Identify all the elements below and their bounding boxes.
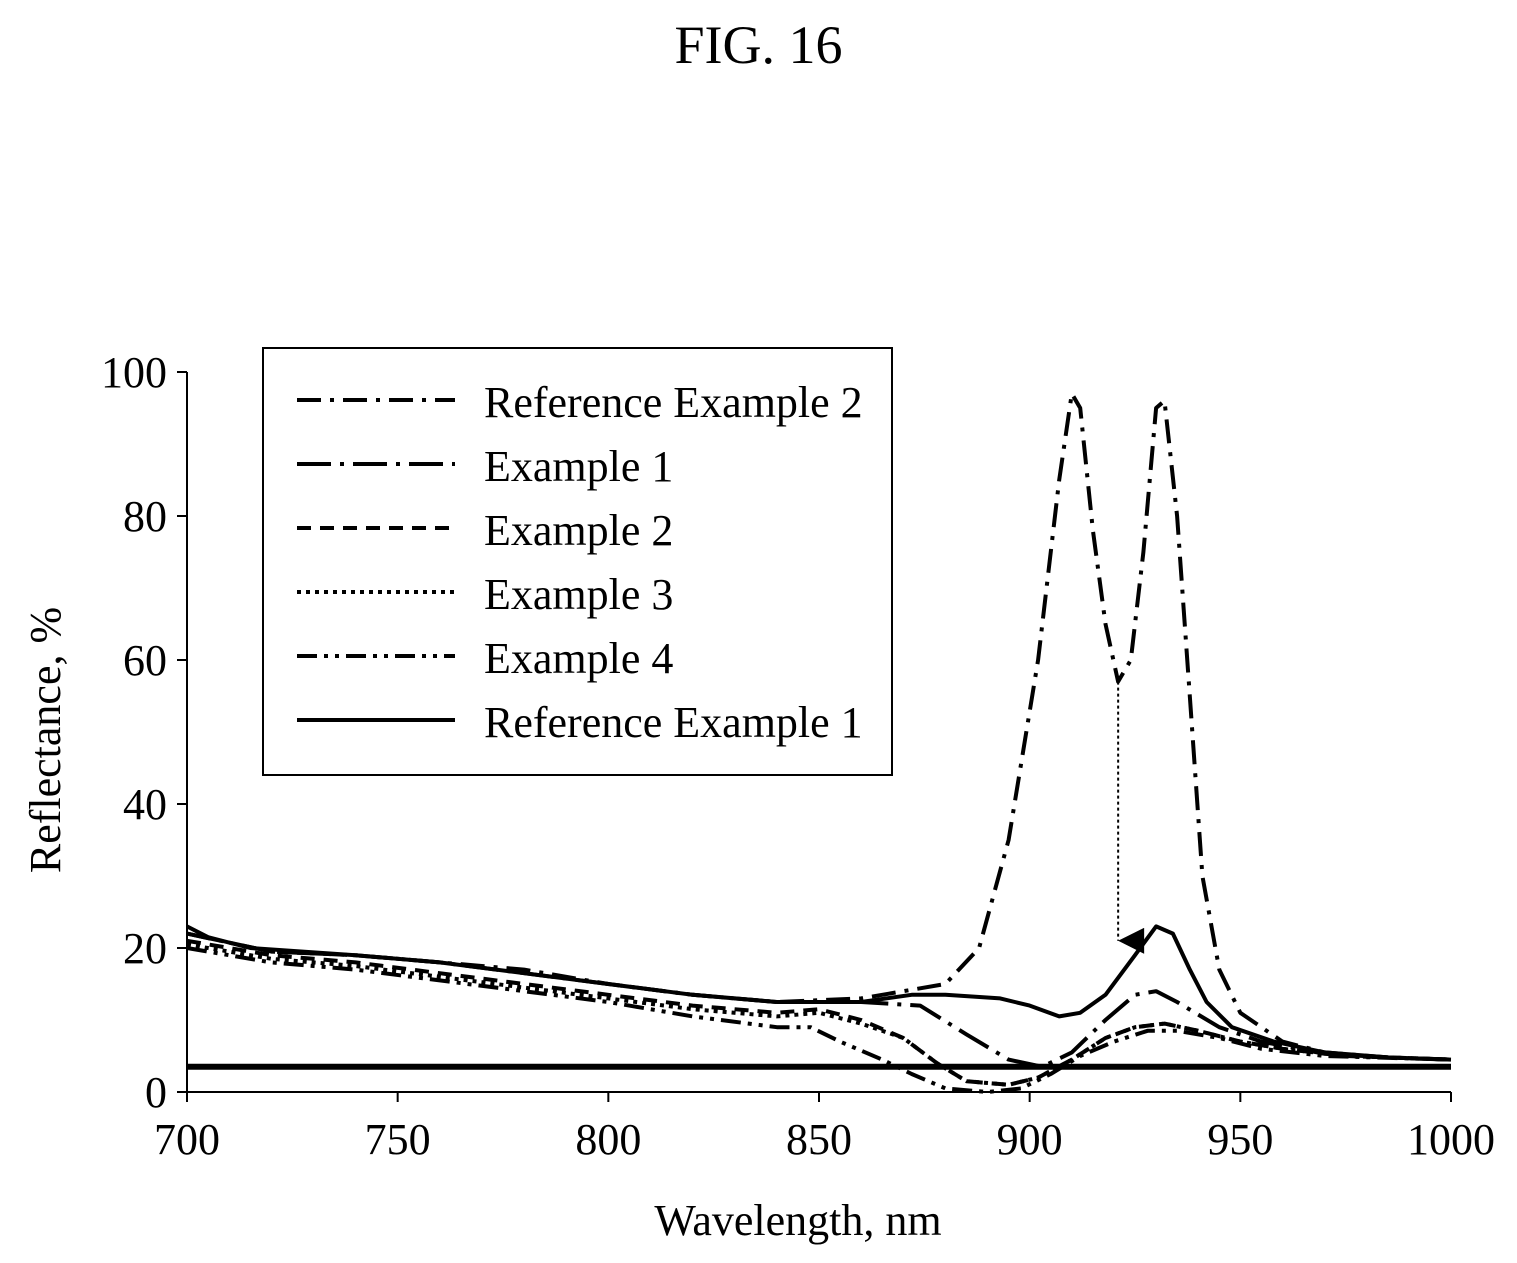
figure-label: FIG. 16 [674, 15, 843, 75]
x-tick-label: 950 [1207, 1115, 1273, 1164]
x-tick-label: 700 [154, 1115, 220, 1164]
series-line-1 [186, 391, 1452, 1062]
y-tick-label: 40 [123, 780, 167, 829]
x-tick-label: 900 [997, 1115, 1063, 1164]
legend-label: Example 3 [484, 570, 673, 619]
series-layer [186, 391, 1452, 1094]
legend-box [262, 347, 893, 776]
x-tick-label: 800 [575, 1115, 641, 1164]
x-tick-label: 750 [365, 1115, 431, 1164]
x-tick-label: 850 [786, 1115, 852, 1164]
y-tick-label: 0 [145, 1068, 167, 1117]
series-line-6 [186, 924, 1452, 1062]
legend-label: Example 4 [484, 634, 673, 683]
x-ticks: 700 750 800 850 900 950 1000 [154, 1092, 1495, 1164]
legend-label: Reference Example 1 [484, 698, 863, 747]
series-line-4 [186, 942, 1452, 1087]
series-line-5 [186, 946, 1452, 1094]
legend-label: Example 1 [484, 442, 673, 491]
y-axis-label: Reflectance, % [21, 607, 70, 873]
legend: Reference Example 2 Example 1 Example 2 Exa… [262, 347, 893, 776]
y-tick-label: 100 [101, 348, 167, 397]
legend-label: Example 2 [484, 506, 673, 555]
x-tick-label: 1000 [1407, 1115, 1495, 1164]
x-axis-label: Wavelength, nm [654, 1196, 941, 1245]
legend-label: Reference Example 2 [484, 378, 863, 427]
y-tick-label: 60 [123, 636, 167, 685]
y-tick-label: 20 [123, 924, 167, 973]
y-tick-label: 80 [123, 492, 167, 541]
y-ticks: 0 20 40 60 80 100 [101, 348, 187, 1117]
series-line-3 [186, 938, 1452, 1087]
